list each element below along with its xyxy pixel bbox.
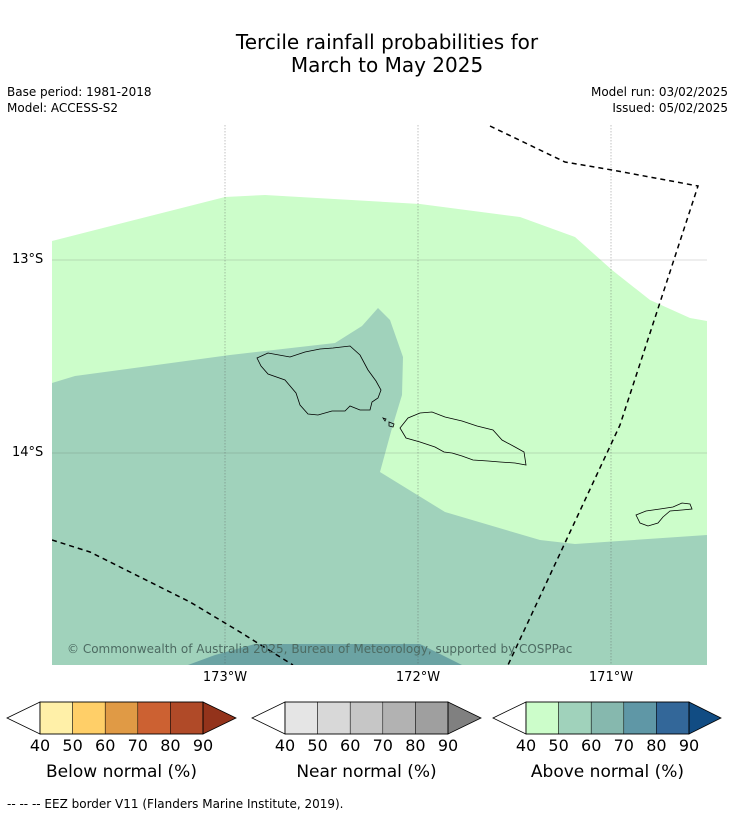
- above-normal-swatch: [558, 701, 592, 735]
- near-normal-tick-label: 80: [405, 736, 426, 755]
- tutuila-island: [635, 502, 693, 527]
- map-area: [52, 125, 707, 665]
- near-normal-swatch: [317, 701, 351, 735]
- near-normal-lower-extend: [251, 701, 286, 735]
- below-normal-legend-title: Below normal (%): [46, 762, 197, 782]
- near-normal-swatch: [382, 701, 416, 735]
- model-info: Base period: 1981-2018 Model: ACCESS-S2: [7, 84, 152, 116]
- below-normal-tick-label: 40: [29, 736, 51, 755]
- near-normal-tick-label: 70: [372, 736, 393, 755]
- near-normal-tick-label: 60: [340, 736, 361, 755]
- manono-island: [388, 421, 395, 428]
- above-normal-60-70-region: [188, 644, 462, 665]
- near-normal-upper-extend: [447, 701, 482, 735]
- below-normal-tick-label: 60: [95, 736, 116, 755]
- below-normal-lower-extend: [6, 701, 41, 735]
- above-normal-swatch: [590, 701, 625, 735]
- above-normal-swatch: [525, 701, 559, 735]
- near-normal-swatch: [284, 701, 318, 735]
- above-normal-swatch: [623, 701, 657, 735]
- below-normal-tick-label: 50: [62, 736, 83, 755]
- below-normal-tick-label: 90: [192, 736, 214, 755]
- below-normal-swatch: [39, 701, 73, 735]
- above-normal-outline: [525, 701, 690, 735]
- above-normal-tick-label: 90: [678, 736, 700, 755]
- eez-footnote: -- -- -- EEZ border V11 (Flanders Marine…: [7, 797, 344, 811]
- above-normal-swatch: [656, 701, 690, 735]
- copyright-notice: © Commonwealth of Australia 2025, Bureau…: [67, 642, 573, 656]
- graticule: [52, 125, 707, 665]
- near-normal-outline: [284, 701, 449, 735]
- below-normal-swatch: [104, 701, 139, 735]
- issued-date: Issued: 05/02/2025: [612, 101, 728, 115]
- near-normal-tick-label: 90: [437, 736, 459, 755]
- above-normal-lower-extend: [492, 701, 527, 735]
- upolu-island: [399, 411, 527, 466]
- below-normal-swatch: [72, 701, 106, 735]
- above-normal-colorbar: [492, 701, 722, 735]
- above-normal-tick-label: 80: [646, 736, 667, 755]
- below-normal-swatch: [137, 701, 171, 735]
- title-line-1: Tercile rainfall probabilities for: [235, 30, 539, 54]
- above-normal-upper-extend: [688, 701, 722, 735]
- lon-label-171w: 171°W: [588, 670, 634, 685]
- above-normal-tick-label: 50: [548, 736, 569, 755]
- lat-label-13s: 13°S: [12, 252, 44, 267]
- map-title: Tercile rainfall probabilities for March…: [0, 31, 736, 77]
- near-normal-tick-label: 50: [307, 736, 328, 755]
- below-normal-outline: [39, 701, 204, 735]
- model-name: Model: ACCESS-S2: [7, 101, 119, 115]
- below-normal-swatch: [170, 701, 204, 735]
- near-normal-swatch: [349, 701, 384, 735]
- title-line-2: March to May 2025: [290, 53, 484, 77]
- above-normal-legend-title: Above normal (%): [530, 762, 685, 782]
- lat-label-14s: 14°S: [12, 445, 44, 460]
- islands: [256, 345, 693, 527]
- above-normal-50-60-region: [52, 308, 707, 665]
- below-normal-tick-label: 70: [127, 736, 148, 755]
- near-normal-legend-title: Near normal (%): [296, 762, 437, 782]
- below-normal-upper-extend: [202, 701, 237, 735]
- savaii-island: [256, 345, 382, 416]
- near-normal-colorbar: [251, 701, 482, 735]
- lon-label-173w: 173°W: [202, 670, 248, 685]
- run-info: Model run: 03/02/2025 Issued: 05/02/2025: [591, 84, 728, 116]
- near-normal-tick-label: 40: [274, 736, 296, 755]
- eez-border: [52, 125, 699, 665]
- near-normal-swatch: [415, 701, 449, 735]
- above-normal-tick-label: 70: [613, 736, 634, 755]
- above-normal-tick-label: 40: [515, 736, 537, 755]
- lon-label-172w: 172°W: [395, 670, 441, 685]
- below-normal-colorbar: [6, 701, 237, 735]
- model-run: Model run: 03/02/2025: [590, 85, 728, 99]
- below-normal-tick-label: 80: [160, 736, 181, 755]
- above-normal-tick-label: 60: [581, 736, 602, 755]
- apolima-island: [382, 417, 387, 422]
- base-period: Base period: 1981-2018: [7, 85, 152, 99]
